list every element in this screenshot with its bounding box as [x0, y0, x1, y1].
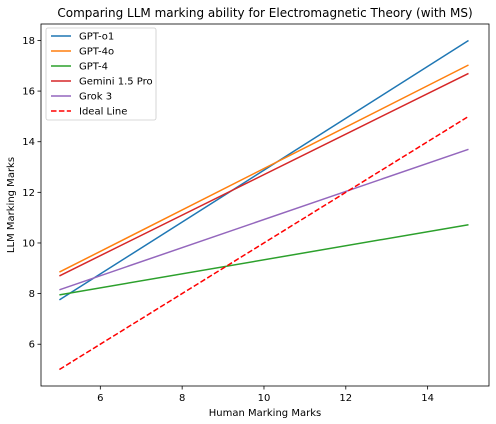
legend-label-grok-3: Grok 3	[79, 92, 112, 103]
x-tick-label: 8	[179, 393, 185, 404]
x-tick-label: 10	[258, 393, 271, 404]
y-axis: 6 8 10 12 14 16 18	[22, 36, 41, 351]
legend-label-gemini-1-5-pro: Gemini 1.5 Pro	[79, 77, 153, 88]
chart-title: Comparing LLM marking ability for Electr…	[57, 6, 472, 20]
series-line-gpt-4	[59, 223, 469, 296]
plot-area	[40, 23, 490, 387]
y-tick-label: 6	[29, 340, 35, 351]
y-tick-label: 8	[29, 289, 35, 300]
x-tick-label: 6	[97, 393, 103, 404]
y-tick-label: 14	[22, 137, 35, 148]
x-axis: 6 8 10 12 14	[97, 386, 434, 404]
series-line-grok-3	[59, 148, 469, 291]
legend-label-gpt-4o: GPT-4o	[79, 47, 114, 58]
legend-box	[45, 27, 157, 121]
series-line-gpt-4o	[59, 64, 469, 273]
x-tick-label: 12	[339, 393, 352, 404]
legend: GPT-o1 GPT-4o GPT-4 Gemini 1.5 Pro Grok 3 Ide…	[45, 27, 157, 121]
legend-label-gpt-4: GPT-4	[79, 62, 108, 73]
y-axis-label: LLM Marking Marks	[6, 157, 17, 253]
series-line-ideal-line	[59, 115, 469, 371]
legend-label-gpt-o1: GPT-o1	[79, 32, 114, 43]
y-tick-label: 12	[22, 188, 35, 199]
x-axis-label: Human Marking Marks	[209, 408, 321, 419]
legend-label-ideal-line: Ideal Line	[79, 107, 127, 118]
series-line-gpt-o1	[58, 39, 469, 301]
x-tick-label: 14	[421, 393, 434, 404]
series-lines	[58, 39, 469, 371]
y-tick-label: 18	[22, 36, 35, 47]
y-tick-label: 16	[22, 87, 35, 98]
plot-frame	[40, 23, 490, 387]
y-tick-label: 10	[22, 238, 35, 249]
series-line-gemini-1-5-pro	[59, 72, 469, 277]
